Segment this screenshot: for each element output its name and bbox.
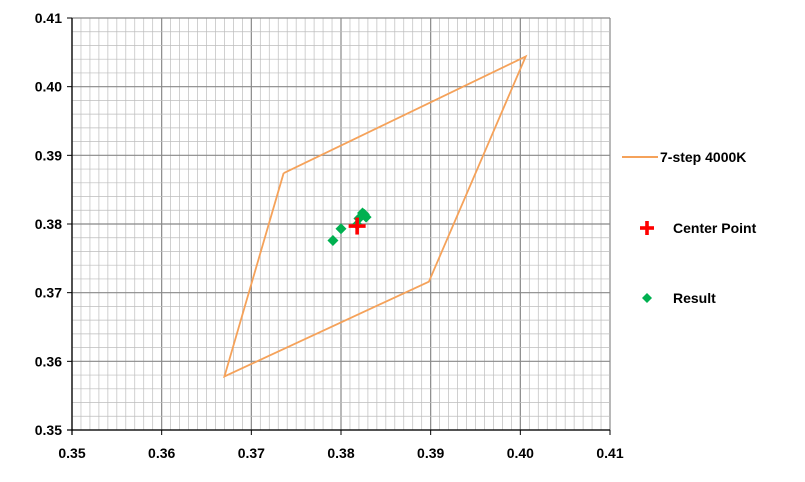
x-tick-label: 0.36 [148,445,175,461]
axes [67,17,611,435]
y-tick-label: 0.37 [35,285,62,301]
result-marker [642,293,652,303]
result-marker [360,211,372,223]
y-tick-label: 0.38 [35,216,62,232]
x-tick-label: 0.38 [327,445,354,461]
result-marker [327,234,339,246]
y-tick-label: 0.39 [35,147,62,163]
y-tick-label: 0.41 [35,10,62,26]
result-marker [335,223,347,235]
legend: 7-step 4000K Center Point Result [622,149,757,306]
center-point-marker [348,217,366,235]
x-tick-label: 0.41 [596,445,623,461]
x-tick-label: 0.35 [58,445,85,461]
x-tick-label: 0.39 [417,445,444,461]
plot-series [223,54,528,379]
y-tick-label: 0.35 [35,422,62,438]
legend-item: 7-step 4000K [622,149,746,165]
legend-item: Center Point [640,220,757,236]
legend-item: Result [642,290,716,306]
y-tick-label: 0.36 [35,353,62,369]
y-tick-label: 0.40 [35,79,62,95]
y-axis-tick-labels: 0.35 0.36 0.37 0.38 0.39 0.40 0.41 [35,10,62,438]
x-tick-label: 0.40 [507,445,534,461]
legend-label: 7-step 4000K [660,149,746,165]
grid [71,17,611,431]
x-axis-tick-labels: 0.35 0.36 0.37 0.38 0.39 0.40 0.41 [58,445,623,461]
center-point-marker [640,221,654,235]
series-7-step-4000k-line [223,54,528,379]
legend-label: Center Point [673,220,757,236]
legend-label: Result [673,290,716,306]
x-tick-label: 0.37 [238,445,265,461]
